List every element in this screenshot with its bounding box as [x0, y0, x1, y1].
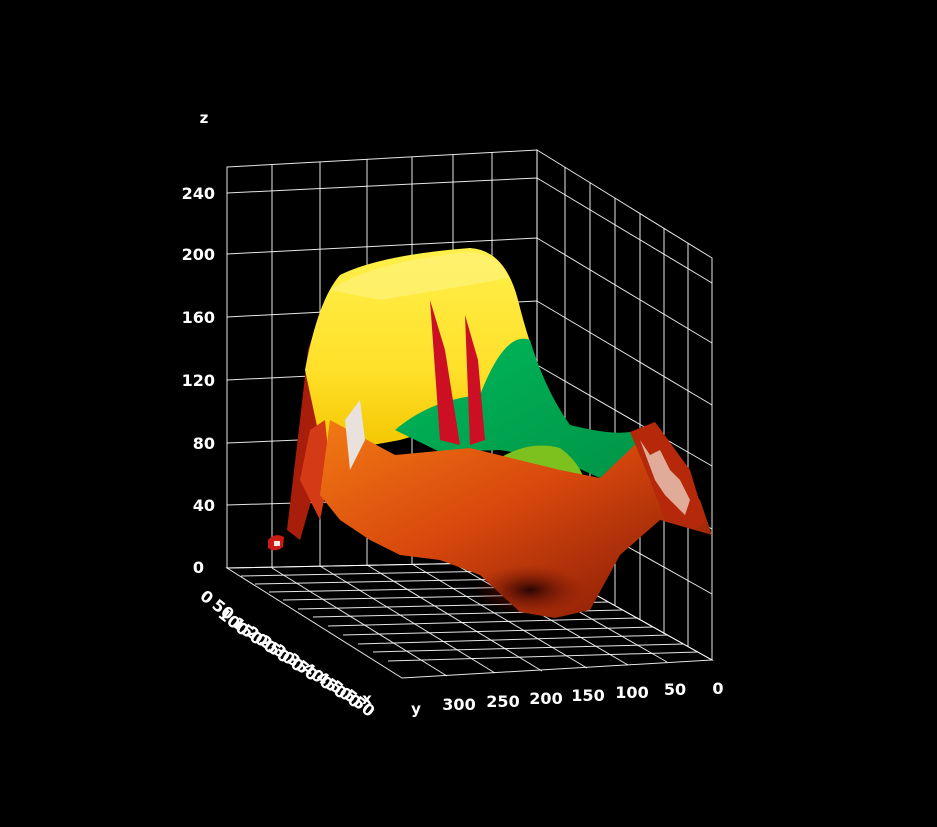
y-tick-label: 100 [615, 683, 648, 702]
z-tick-label: 240 [182, 184, 215, 203]
z-tick-label: 40 [193, 496, 215, 515]
z-tick-label: 120 [182, 371, 215, 390]
z-tick-label: 0 [193, 558, 204, 577]
surface [268, 248, 712, 618]
y-tick-label: 200 [529, 689, 562, 708]
y-tick-label: 0 [712, 679, 723, 698]
y-axis: 300 250 200 150 100 50 0 y [411, 679, 723, 718]
y-tick-label: 300 [442, 695, 475, 714]
y-axis-label: y [411, 700, 421, 718]
y-tick-label: 250 [486, 692, 519, 711]
z-tick-label: 80 [193, 434, 215, 453]
z-tick-label: 160 [182, 308, 215, 327]
z-tick-label: 200 [182, 245, 215, 264]
z-axis: 240 200 160 120 80 40 0 z [182, 109, 215, 577]
z-axis-label: z [200, 109, 209, 127]
y-tick-label: 150 [571, 686, 604, 705]
y-tick-label: 50 [664, 680, 686, 699]
x-axis-label: x [362, 690, 372, 708]
